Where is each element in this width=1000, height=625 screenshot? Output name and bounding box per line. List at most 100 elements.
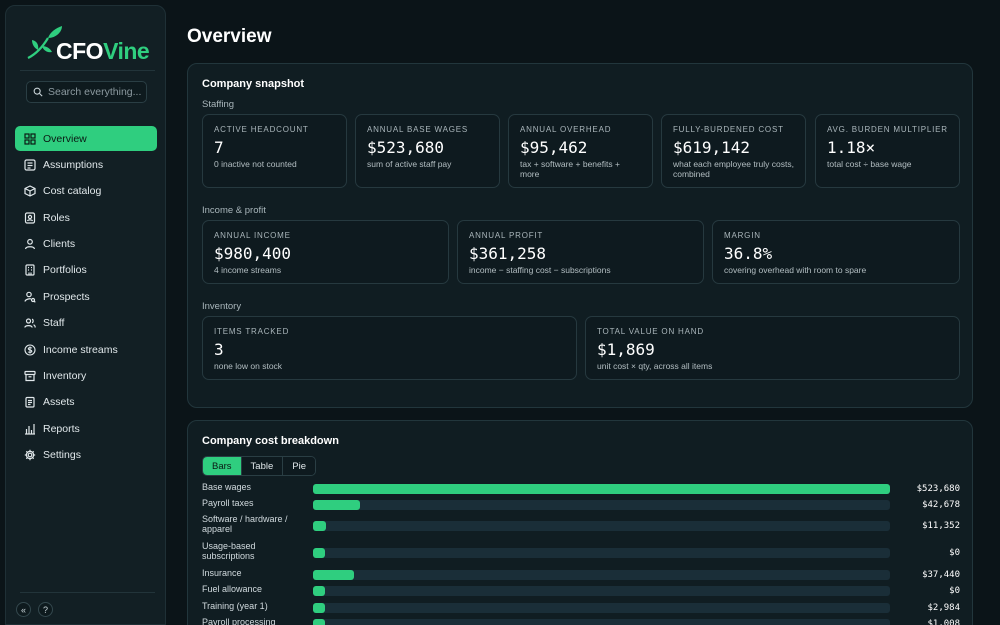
stat-value: $361,258 (469, 244, 547, 263)
sidebar-item-label: Portfolios (43, 264, 87, 277)
brand-logo[interactable]: CFOVine (24, 24, 154, 68)
grid-icon (24, 132, 36, 145)
tab-pie[interactable]: Pie (283, 457, 315, 475)
sidebar-item-settings[interactable]: Settings (15, 443, 157, 468)
stat-value: $619,142 (673, 138, 751, 157)
help-button[interactable]: ? (38, 602, 53, 617)
stat-value: 36.8% (724, 244, 773, 263)
cost-bar-fill (313, 619, 325, 625)
sidebar-item-label: Assets (43, 396, 75, 409)
cost-bar-fill (313, 586, 325, 596)
sliders-icon (24, 159, 36, 171)
brand-vine: Vine (103, 38, 150, 64)
cost-row-label: Base wages (202, 482, 252, 492)
sidebar-item-label: Income streams (43, 343, 118, 356)
user-search-icon (24, 291, 36, 303)
stat-value: $1,869 (597, 340, 655, 359)
stat-card: TOTAL VALUE ON HAND $1,869 unit cost × q… (585, 316, 960, 380)
sidebar-item-overview[interactable]: Overview (15, 126, 157, 151)
cost-bar-track (313, 586, 890, 596)
collapse-sidebar-button[interactable]: « (16, 602, 31, 617)
search-box[interactable] (26, 81, 147, 103)
cost-row: Software / hardware / apparel $11,352 (202, 514, 960, 538)
archive-icon (24, 370, 36, 382)
cost-row: Training (year 1) $2,984 (202, 601, 960, 615)
cost-row-label: Fuel allowance (202, 584, 263, 594)
cost-row: Base wages $523,680 (202, 482, 960, 496)
section-label-inventory: Inventory (202, 301, 242, 312)
stat-label: ANNUAL INCOME (214, 231, 291, 240)
sidebar-divider (20, 592, 155, 593)
stat-label: AVG. BURDEN MULTIPLIER (827, 125, 948, 134)
tab-table[interactable]: Table (241, 457, 284, 475)
cost-row-value: $37,440 (922, 569, 960, 580)
bar-chart-icon (25, 423, 35, 435)
sidebar-item-income-streams[interactable]: Income streams (15, 337, 157, 362)
sidebar-item-inventory[interactable]: Inventory (15, 364, 157, 389)
stat-value: 3 (214, 340, 224, 359)
cost-bar-fill (313, 500, 361, 510)
clipboard-icon (25, 397, 35, 409)
tab-bars[interactable]: Bars (203, 457, 242, 475)
stat-card: ANNUAL BASE WAGES $523,680 sum of active… (355, 114, 500, 188)
stat-sub: income − staffing cost − subscriptions (469, 265, 611, 275)
sidebar-divider (20, 70, 155, 71)
stat-value: 1.18× (827, 138, 876, 157)
sidebar-item-prospects[interactable]: Prospects (15, 284, 157, 309)
cost-row-value: $42,678 (922, 499, 960, 510)
stat-label: ACTIVE HEADCOUNT (214, 125, 309, 134)
stat-sub: none low on stock (214, 361, 283, 371)
sidebar-item-portfolios[interactable]: Portfolios (15, 258, 157, 283)
users-icon (24, 318, 36, 328)
stat-card: FULLY-BURDENED COST $619,142 what each e… (661, 114, 806, 188)
cost-bar-fill (313, 548, 325, 558)
sidebar-item-staff[interactable]: Staff (15, 311, 157, 336)
sidebar-item-roles[interactable]: Roles (15, 205, 157, 230)
cost-row-value: $0 (949, 547, 960, 558)
sidebar-item-label: Clients (43, 238, 76, 251)
dollar-circle-icon (24, 344, 36, 356)
box-icon (24, 185, 36, 197)
sidebar-item-label: Assumptions (43, 158, 104, 171)
cost-row-value: $0 (949, 585, 960, 596)
cost-bar-track (313, 548, 890, 558)
sidebar-item-label: Staff (43, 317, 65, 330)
sidebar-item-assumptions[interactable]: Assumptions (15, 152, 157, 177)
cost-bar-track (313, 484, 890, 494)
sidebar-item-clients[interactable]: Clients (15, 232, 157, 257)
stat-card: ANNUAL OVERHEAD $95,462 tax + software +… (508, 114, 653, 188)
id-badge-icon (24, 212, 36, 224)
sidebar-item-label: Cost catalog (43, 185, 102, 198)
stat-sub: total cost ÷ base wage (827, 159, 912, 169)
section-label-staffing: Staffing (202, 99, 235, 110)
cost-row: Insurance $37,440 (202, 568, 960, 582)
stat-label: ITEMS TRACKED (214, 327, 290, 336)
sidebar-item-cost-catalog[interactable]: Cost catalog (15, 179, 157, 204)
stat-sub: 0 inactive not counted (214, 159, 297, 169)
section-label-income: Income & profit (202, 205, 266, 216)
stat-value: $980,400 (214, 244, 292, 263)
cost-bar-track (313, 570, 890, 580)
sidebar-item-label: Roles (43, 211, 70, 224)
sidebar-item-reports[interactable]: Reports (15, 416, 157, 441)
sidebar-item-assets[interactable]: Assets (15, 390, 157, 415)
brand-cfo: CFO (56, 38, 104, 64)
cost-row-label: Training (year 1) (202, 601, 268, 611)
stat-label: ANNUAL BASE WAGES (367, 125, 469, 134)
cost-bar-fill (313, 570, 355, 580)
gear-icon (24, 449, 36, 461)
cost-row: Payroll processing $1,008 (202, 617, 960, 625)
search-input[interactable] (48, 86, 143, 98)
cost-row-label: Software / hardware / apparel (202, 514, 288, 535)
cost-row-value: $523,680 (916, 483, 960, 494)
cost-row-label: Usage-based subscriptions (202, 541, 256, 562)
cost-row: Payroll taxes $42,678 (202, 498, 960, 512)
person-icon (24, 238, 36, 250)
sidebar-item-label: Inventory (43, 370, 87, 383)
stat-card: ANNUAL INCOME $980,400 4 income streams (202, 220, 449, 284)
stat-label: ANNUAL PROFIT (469, 231, 544, 240)
stat-card: ITEMS TRACKED 3 none low on stock (202, 316, 577, 380)
stat-sub: covering overhead with room to spare (724, 265, 867, 275)
stat-value: $95,462 (520, 138, 588, 157)
cost-bar-track (313, 521, 890, 531)
